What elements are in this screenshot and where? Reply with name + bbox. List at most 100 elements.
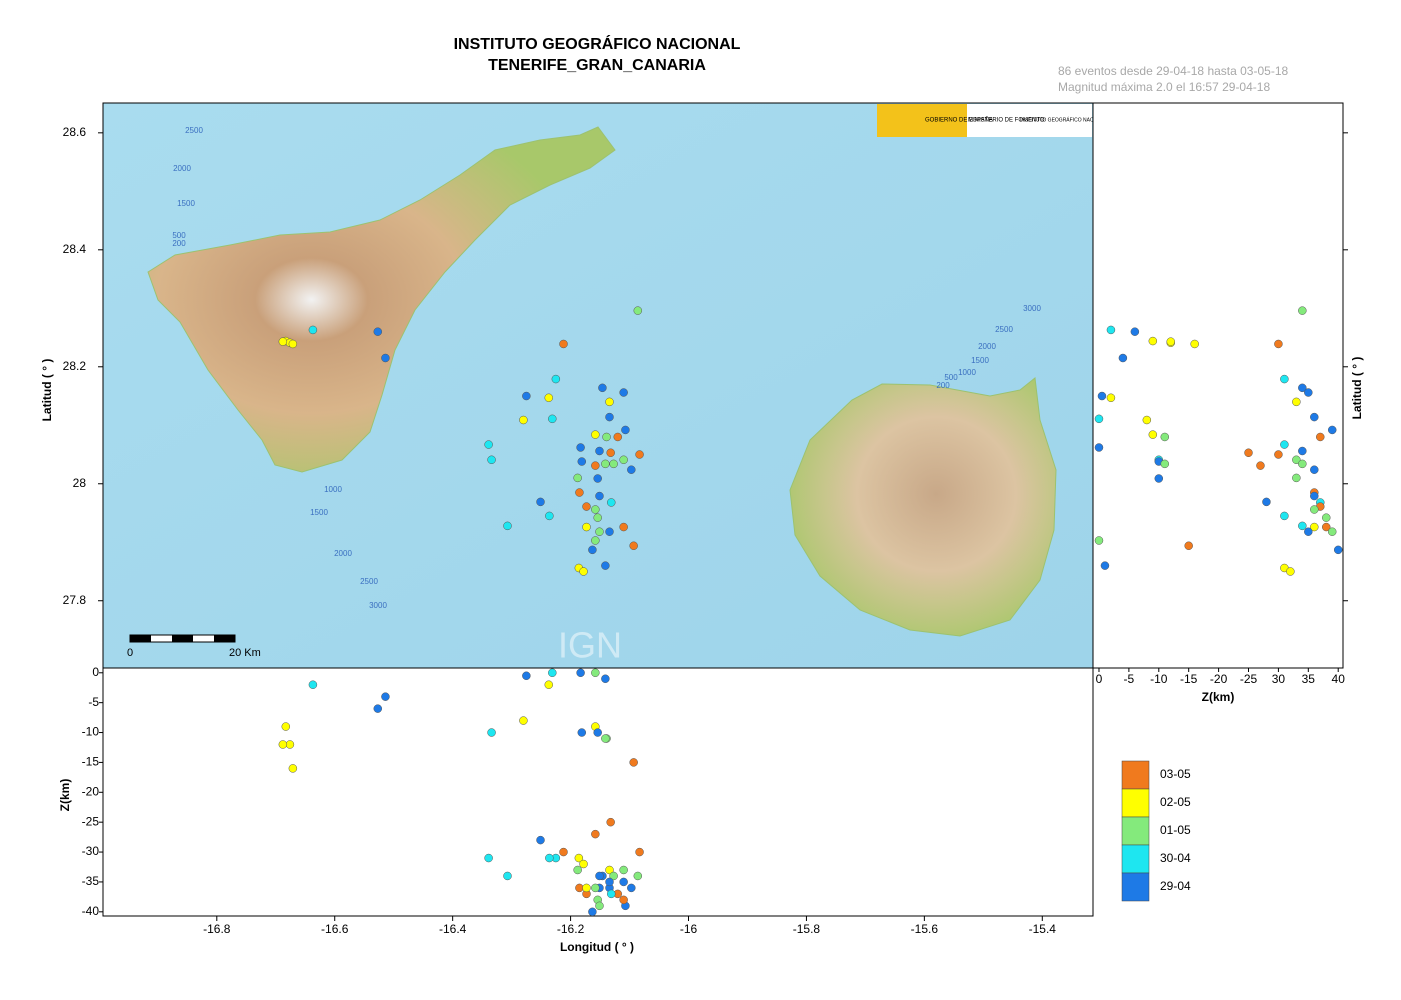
hypocenter: [1244, 448, 1253, 458]
bathymetry-label: 2000: [173, 164, 191, 173]
profile-frame: [1092, 102, 1344, 669]
x-tick-label: -16.6: [321, 922, 349, 936]
y-tick-label: 28.4: [63, 242, 87, 256]
scale-label: 20 Km: [229, 647, 261, 659]
hypocenter: [1256, 461, 1265, 470]
hypocenter: [1280, 374, 1289, 384]
epicenter: [595, 446, 604, 456]
map: IGN GOBIERNO DE ESPAÑA MINISTERIO DE FOM…: [103, 103, 1093, 668]
epicenter: [593, 474, 602, 483]
hypocenter: [591, 668, 600, 678]
epicenter: [381, 353, 390, 363]
hypocenter: [1106, 393, 1116, 403]
z-axis-label: Z(km): [1202, 690, 1235, 704]
epicenter: [605, 412, 614, 422]
epicenter: [602, 432, 611, 442]
epicenter: [487, 455, 496, 465]
scale-label: 0: [127, 647, 133, 659]
epicenter: [288, 339, 298, 349]
hypocenter: [1298, 446, 1307, 456]
epicenter: [595, 491, 604, 501]
x-tick-label: -15.6: [911, 922, 939, 936]
bathymetry-label: 500: [172, 231, 186, 240]
epicenter: [619, 522, 628, 532]
hypocenter: [635, 847, 644, 857]
bathymetry-label: 2500: [995, 325, 1013, 334]
bathymetry-label: 200: [936, 381, 950, 390]
hypocenter: [1304, 527, 1313, 536]
epicenter: [484, 440, 493, 449]
epicenter: [503, 521, 512, 531]
y-tick-label: 28: [73, 476, 87, 490]
hypocenter: [1106, 325, 1116, 335]
bathymetry-label: 2000: [334, 549, 352, 558]
hypocenter: [1094, 536, 1104, 545]
hypocenter: [373, 704, 383, 713]
hypocenter: [595, 901, 604, 911]
hypocenter: [1130, 327, 1140, 336]
epicenter: [545, 511, 554, 521]
x-axis-label: Longitud ( ° ): [560, 940, 634, 954]
hypocenter: [574, 853, 584, 863]
hypocenter: [591, 829, 600, 839]
hypocenter: [1097, 391, 1107, 401]
hypocenter: [522, 671, 531, 681]
hypocenter: [595, 871, 604, 881]
hypocenter: [1286, 567, 1295, 576]
hypocenter: [576, 668, 585, 678]
bathymetry-label: 1500: [971, 356, 989, 365]
hypocenter: [1322, 522, 1331, 532]
hypocenter: [1327, 527, 1337, 536]
bathymetry-label: 3000: [369, 601, 387, 610]
logo-text: MINISTERIO DE FOMENTO: [968, 118, 1045, 124]
epicenter: [575, 488, 584, 497]
epicenter: [522, 391, 531, 401]
bathymetry-label: 3000: [1023, 304, 1041, 313]
hypocenter: [1310, 491, 1319, 501]
watermark: IGN: [558, 625, 622, 666]
legend-label: 30-04: [1160, 851, 1191, 865]
logo-flag: [877, 104, 967, 137]
hypocenter: [1310, 465, 1319, 474]
hypocenter: [278, 740, 288, 749]
z-tick-label: 30: [1272, 672, 1286, 686]
hypocenter: [544, 680, 554, 689]
epicenter: [579, 567, 588, 576]
hypocenter: [1262, 497, 1271, 507]
hypocenter: [288, 764, 298, 773]
hypocenter: [503, 871, 512, 881]
z-tick-label: -40: [82, 904, 100, 918]
hypocenter: [619, 865, 628, 875]
z-tick-label: -10: [82, 725, 100, 739]
epicenter: [278, 337, 288, 346]
z-tick-label: -15: [82, 755, 100, 769]
subtitle: TENERIFE_GRAN_CANARIA: [488, 57, 706, 74]
epicenter: [588, 545, 597, 555]
hypocenter: [1322, 513, 1331, 522]
bathymetry-label: 500: [944, 373, 958, 382]
bathymetry-label: 1000: [324, 485, 342, 494]
hypocenter: [1094, 443, 1104, 452]
hypocenter: [577, 728, 587, 737]
hypocenter: [627, 883, 636, 893]
hypocenter: [1142, 415, 1152, 425]
x-tick-label: -16: [680, 922, 698, 936]
epicenter: [548, 414, 557, 424]
hypocenter: [573, 865, 582, 875]
hypocenter: [1327, 425, 1337, 435]
epicenter: [601, 459, 610, 469]
legend-label: 29-04: [1160, 879, 1191, 893]
epicenter: [544, 393, 554, 403]
hypocenter: [1292, 473, 1301, 483]
legend-swatch: [1121, 872, 1150, 902]
z-tick-label: 0: [1096, 672, 1103, 686]
info: Magnitud máxima 2.0 el 16:57 29-04-18: [1058, 80, 1270, 94]
epicenter: [627, 465, 636, 474]
bathymetry-label: 2500: [360, 577, 378, 586]
legend-swatch: [1121, 844, 1150, 874]
hypocenter: [588, 907, 597, 917]
epicenter: [598, 383, 607, 393]
bathymetry-label: 1000: [958, 368, 976, 377]
hypocenter: [285, 740, 295, 749]
hypocenter: [593, 728, 602, 737]
